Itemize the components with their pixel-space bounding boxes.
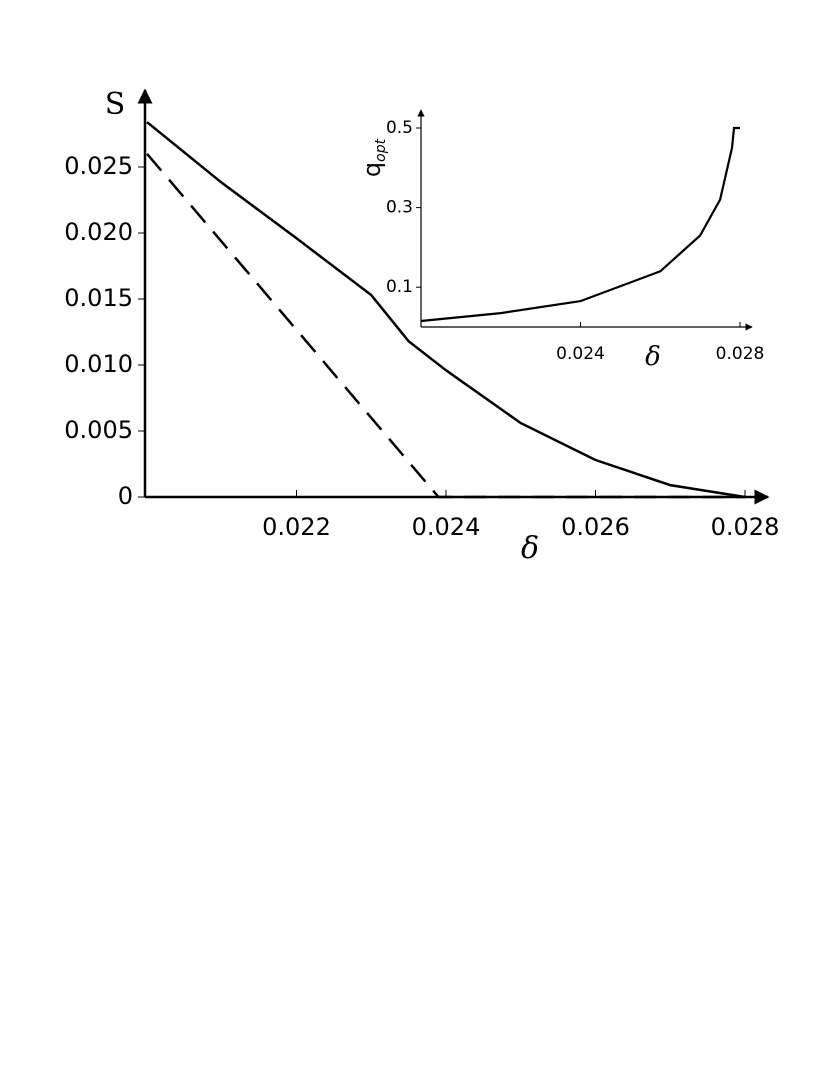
y-tick-label: 0.010 — [64, 350, 133, 378]
x-tick-label: 0.024 — [412, 513, 481, 541]
main-chart: 0.022 0.024 0.026 0.028 0 0.005 0.010 0.015 0.02… — [64, 87, 779, 566]
y-tick-label: 0.015 — [64, 284, 133, 312]
y-tick-label: 0.3 — [386, 198, 413, 218]
x-tick-label: 0.024 — [556, 344, 605, 364]
y-tick-label: 0.5 — [386, 118, 413, 138]
x-tick-label: 0.028 — [716, 344, 765, 364]
x-tick-label: 0.022 — [262, 513, 331, 541]
x-tick-label: 0.028 — [711, 513, 780, 541]
solid-line — [146, 121, 746, 499]
inset-chart: 0.024 0.028 0.1 0.3 0.5 δ qopt — [358, 109, 765, 372]
y-tick-label: 0.1 — [386, 277, 413, 297]
y-label-main: q — [358, 162, 386, 177]
y-label-subscript: opt — [373, 138, 389, 161]
y-tick-label: 0.020 — [64, 218, 133, 246]
dashed-line — [146, 152, 745, 499]
y-axis-label: S — [105, 87, 126, 122]
y-axis-label: qopt — [358, 138, 389, 177]
y-tick-label: 0.025 — [64, 152, 133, 180]
x-tick-label: 0.026 — [561, 513, 630, 541]
x-axis-label: δ — [521, 531, 539, 566]
y-tick-label: 0 — [118, 482, 133, 510]
y-tick-label: 0.005 — [64, 416, 133, 444]
x-axis-label: δ — [645, 342, 661, 372]
solid-line — [420, 126, 740, 323]
